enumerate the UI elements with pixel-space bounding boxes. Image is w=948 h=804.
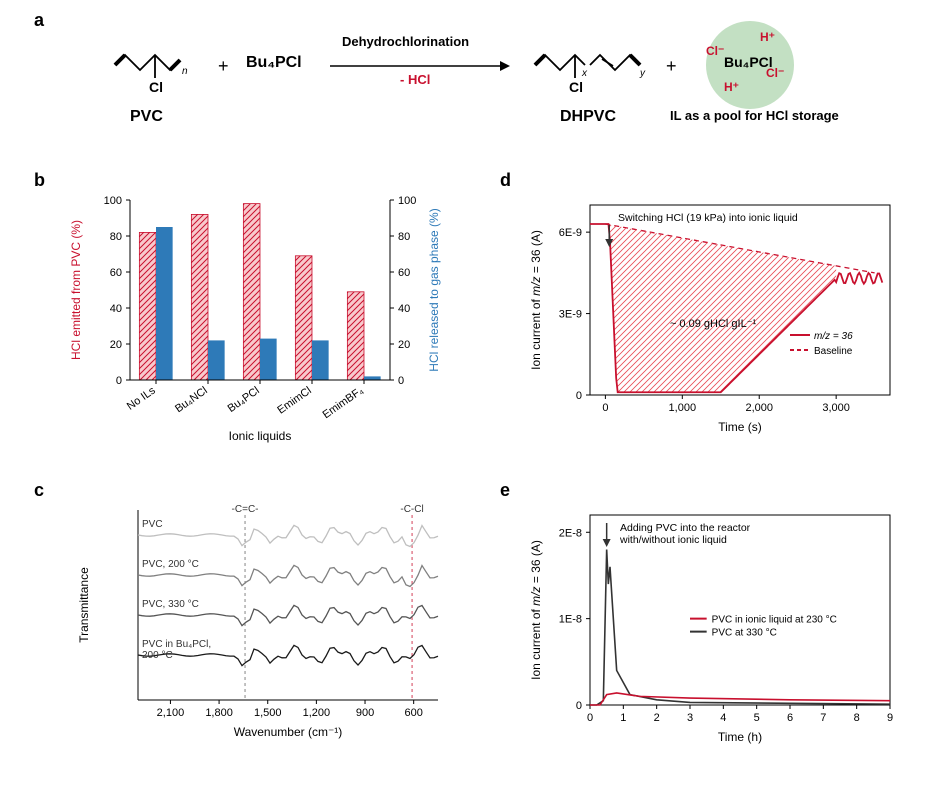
svg-text:1,200: 1,200 bbox=[303, 707, 331, 719]
svg-text:n: n bbox=[182, 66, 188, 77]
svg-text:y: y bbox=[639, 68, 646, 79]
il-circle bbox=[700, 20, 800, 120]
pvc-label: PVC bbox=[130, 108, 163, 126]
svg-text:-C=C-: -C=C- bbox=[232, 504, 259, 515]
svg-text:80: 80 bbox=[110, 231, 122, 243]
svg-text:0: 0 bbox=[116, 375, 122, 387]
svg-text:2,000: 2,000 bbox=[745, 402, 773, 414]
svg-text:2,100: 2,100 bbox=[157, 707, 185, 719]
svg-text:2: 2 bbox=[654, 712, 660, 724]
panel-e-chart: 0 1 2 3 4 5 6 7 8 9 0 1E-8 2E-8 Adding PVC into the r… bbox=[520, 500, 920, 760]
svg-text:Adding PVC into the reactor: Adding PVC into the reactor bbox=[620, 522, 751, 534]
svg-text:Bu₄PCl: Bu₄PCl bbox=[226, 385, 262, 415]
circle-cl2: Cl⁻ bbox=[766, 66, 784, 80]
svg-text:HCl emitted from PVC (%): HCl emitted from PVC (%) bbox=[69, 220, 83, 360]
svg-text:9: 9 bbox=[887, 712, 893, 724]
pvc-structure: Cl n bbox=[110, 40, 200, 100]
circle-h2: H⁺ bbox=[724, 80, 739, 94]
svg-text:40: 40 bbox=[398, 303, 410, 315]
svg-text:EmimBF₄: EmimBF₄ bbox=[321, 384, 367, 421]
svg-text:PVC at 330 °C: PVC at 330 °C bbox=[712, 628, 777, 639]
svg-text:0: 0 bbox=[602, 402, 608, 414]
svg-text:5: 5 bbox=[754, 712, 760, 724]
svg-text:0: 0 bbox=[576, 700, 582, 712]
svg-text:Baseline: Baseline bbox=[814, 346, 853, 357]
circle-h1: H⁺ bbox=[760, 30, 775, 44]
svg-text:0: 0 bbox=[576, 390, 582, 402]
svg-text:PVC, 330 °C: PVC, 330 °C bbox=[142, 599, 199, 610]
panel-label-b: b bbox=[34, 170, 45, 191]
svg-text:20: 20 bbox=[398, 339, 410, 351]
svg-text:0: 0 bbox=[587, 712, 593, 724]
svg-text:100: 100 bbox=[104, 195, 122, 207]
svg-text:60: 60 bbox=[110, 267, 122, 279]
dhpvc-label: DHPVC bbox=[560, 108, 616, 126]
panel-b-chart: 0 0 20 20 40 40 60 60 80 80 100 100 No ILs Bu₄NCl Bu₄P… bbox=[60, 190, 460, 460]
svg-text:1E-8: 1E-8 bbox=[559, 614, 582, 626]
svg-text:3: 3 bbox=[687, 712, 693, 724]
panel-label-c: c bbox=[34, 480, 44, 501]
bu4pcl-label: Bu₄PCl bbox=[246, 54, 302, 72]
svg-text:7: 7 bbox=[820, 712, 826, 724]
svg-text:Ion current of m/z = 36 (A): Ion current of m/z = 36 (A) bbox=[529, 230, 543, 370]
svg-text:PVC: PVC bbox=[142, 519, 163, 530]
panel-label-d: d bbox=[500, 170, 511, 191]
dehydro-label: Dehydrochlorination bbox=[342, 34, 469, 49]
svg-text:Ionic liquids: Ionic liquids bbox=[229, 429, 292, 443]
panel-label-e: e bbox=[500, 480, 510, 501]
svg-text:HCl released to gas phase (%): HCl released to gas phase (%) bbox=[427, 208, 441, 371]
svg-text:8: 8 bbox=[854, 712, 860, 724]
svg-text:20: 20 bbox=[110, 339, 122, 351]
svg-text:3,000: 3,000 bbox=[822, 402, 850, 414]
svg-text:200 °C: 200 °C bbox=[142, 650, 173, 661]
svg-text:900: 900 bbox=[356, 707, 374, 719]
svg-text:3E-9: 3E-9 bbox=[559, 309, 582, 321]
svg-text:~ 0.09 gHCl gIL⁻¹: ~ 0.09 gHCl gIL⁻¹ bbox=[670, 318, 757, 330]
svg-text:m/z = 36: m/z = 36 bbox=[814, 331, 853, 342]
svg-text:1,800: 1,800 bbox=[205, 707, 233, 719]
svg-text:6: 6 bbox=[787, 712, 793, 724]
panel-d-chart: 0 1,000 2,000 3,000 0 3E-9 6E-9 Switching HCl (… bbox=[520, 190, 920, 460]
svg-text:Time (h): Time (h) bbox=[718, 730, 762, 744]
svg-text:EmimCl: EmimCl bbox=[275, 385, 313, 417]
svg-text:4: 4 bbox=[720, 712, 726, 724]
svg-text:with/without ionic liquid: with/without ionic liquid bbox=[619, 534, 727, 546]
svg-text:No ILs: No ILs bbox=[125, 384, 158, 412]
svg-text:PVC in ionic liquid at 230 °C: PVC in ionic liquid at 230 °C bbox=[712, 615, 837, 626]
svg-text:40: 40 bbox=[110, 303, 122, 315]
svg-text:1: 1 bbox=[620, 712, 626, 724]
svg-text:Time (s): Time (s) bbox=[718, 420, 762, 434]
svg-text:2E-8: 2E-8 bbox=[559, 527, 582, 539]
svg-text:-C-Cl: -C-Cl bbox=[400, 504, 423, 515]
svg-text:100: 100 bbox=[398, 195, 416, 207]
panel-c-chart: 2,100 1,800 1,500 1,200 900 600 -C=C- -C-Cl PVC P… bbox=[60, 500, 460, 760]
minus-hcl-label: - HCl bbox=[400, 72, 430, 87]
il-pool-label: IL as a pool for HCl storage bbox=[670, 108, 839, 123]
svg-text:Switching HCl (19 kPa) into io: Switching HCl (19 kPa) into ionic liquid bbox=[618, 212, 798, 224]
svg-text:x: x bbox=[581, 68, 588, 79]
svg-text:Ion current of m/z = 36 (A): Ion current of m/z = 36 (A) bbox=[529, 540, 543, 680]
svg-text:80: 80 bbox=[398, 231, 410, 243]
dhpvc-structure: Cl x y bbox=[530, 40, 650, 100]
svg-text:Cl: Cl bbox=[149, 79, 163, 95]
svg-text:Wavenumber (cm⁻¹): Wavenumber (cm⁻¹) bbox=[234, 725, 343, 739]
svg-text:Cl: Cl bbox=[569, 79, 583, 95]
svg-text:600: 600 bbox=[404, 707, 422, 719]
svg-text:PVC in Bu₄PCl,: PVC in Bu₄PCl, bbox=[142, 639, 211, 650]
panel-a-scheme: Cl n PVC + Bu₄PCl Dehydrochlorination - … bbox=[70, 20, 900, 150]
svg-text:Bu₄NCl: Bu₄NCl bbox=[173, 385, 210, 416]
svg-text:0: 0 bbox=[398, 375, 404, 387]
svg-text:60: 60 bbox=[398, 267, 410, 279]
svg-text:1,500: 1,500 bbox=[254, 707, 282, 719]
panel-label-a: a bbox=[34, 10, 44, 31]
svg-text:6E-9: 6E-9 bbox=[559, 227, 582, 239]
svg-text:PVC, 200 °C: PVC, 200 °C bbox=[142, 559, 199, 570]
circle-cl1: Cl⁻ bbox=[706, 44, 724, 58]
svg-text:1,000: 1,000 bbox=[669, 402, 697, 414]
svg-text:Transmittance: Transmittance bbox=[77, 567, 91, 643]
